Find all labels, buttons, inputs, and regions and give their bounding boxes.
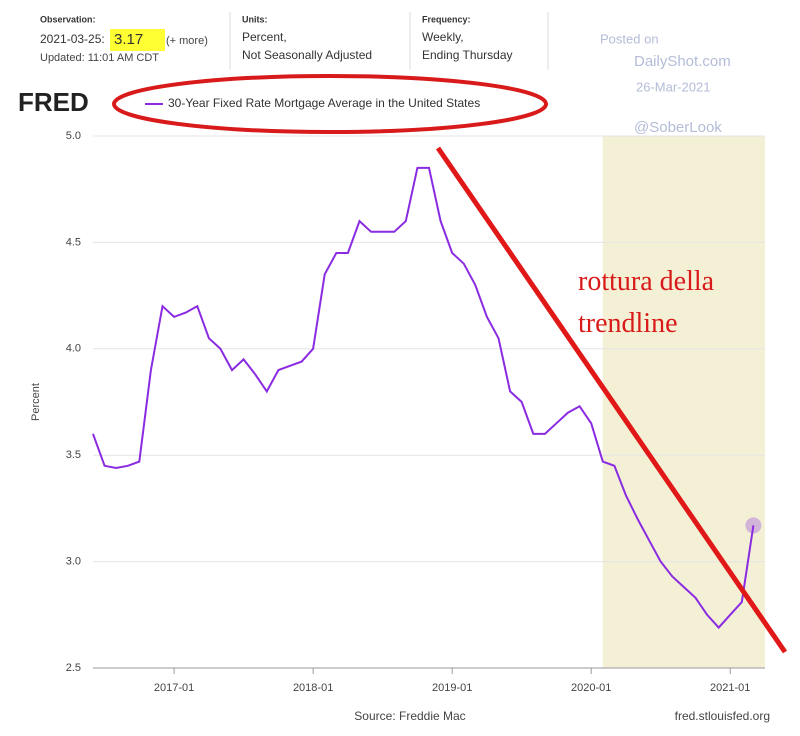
y-tick-label: 5.0 [66,130,81,142]
header-label: Observation: [40,14,96,24]
site: fred.stlouisfed.org [675,709,770,723]
observation-date: 2021-03-25: [40,32,105,46]
y-tick-label: 4.5 [66,236,81,248]
updated: Updated: 11:01 AM CDT [40,52,159,64]
units: Percent, [242,30,287,44]
watermark: 26-Mar-2021 [636,79,710,94]
x-tick-label: 2021-01 [710,682,750,694]
y-tick-label: 4.0 [66,343,81,355]
more-link[interactable]: (+ more) [166,35,208,47]
fred-logo: FRED [18,87,89,117]
annotation-text: rottura della trendline [578,266,715,339]
highlight [110,29,165,51]
trendline-annotation [435,146,788,654]
watermark: DailyShot.com [634,53,731,70]
source: Source: Freddie Mac [354,709,465,723]
y-tick-label: 3.5 [66,449,81,461]
header-label: Frequency: [422,14,471,24]
y-tick-label: 2.5 [66,662,81,674]
x-tick-label: 2018-01 [293,682,333,694]
units: Not Seasonally Adjusted [242,48,372,62]
observation-value: 3.17 [114,31,143,48]
watermark: Posted on [600,31,659,46]
annotation-ellipse [112,74,548,134]
frequency: Weekly, [422,30,464,44]
x-tick-label: 2017-01 [154,682,194,694]
line-series [92,166,755,630]
frequency: Ending Thursday [422,48,513,62]
y-tick-label: 3.0 [66,556,81,568]
x-tick-label: 2019-01 [432,682,472,694]
legend-label: 30-Year Fixed Rate Mortgage Average in t… [168,96,480,110]
end-point [745,517,762,534]
watermark: @SoberLook [634,119,722,136]
header-label: Units: [242,14,268,24]
y-axis-label: Percent [30,383,42,421]
x-tick-label: 2020-01 [571,682,611,694]
